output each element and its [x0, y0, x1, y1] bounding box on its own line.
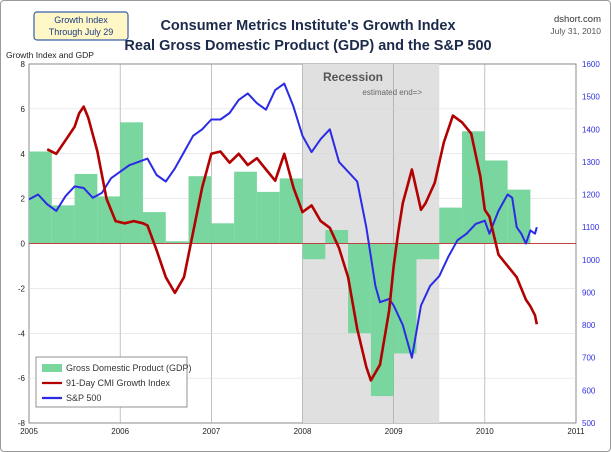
x-tick-label: 2008: [294, 427, 312, 436]
source-date: July 31, 2010: [550, 26, 601, 36]
recession-note: estimated end=>: [362, 88, 422, 97]
cmi-growth-line: [46, 105, 539, 382]
gdp-bar: [393, 243, 417, 354]
gdp-bar: [439, 207, 463, 244]
gdp-bar: [302, 243, 326, 260]
y2-tick-label: 500: [582, 419, 596, 428]
y2-tick-label: 1300: [582, 158, 600, 167]
recession-label: Recession: [323, 70, 383, 84]
badge-line1: Growth Index: [54, 15, 108, 25]
x-tick-label: 2006: [111, 427, 129, 436]
y-tick-label: 8: [21, 60, 26, 69]
gdp-bar: [211, 223, 235, 244]
legend-swatch-gdp: [42, 364, 62, 372]
gdp-bar: [279, 178, 303, 244]
y-tick-label: -6: [18, 374, 26, 383]
badge-box: [33, 11, 129, 41]
x-tick-label: 2007: [202, 427, 220, 436]
y-tick-label: -4: [18, 329, 26, 338]
legend: Gross Domestic Product (GDP) 91-Day CMI …: [35, 356, 192, 408]
x-tick-label: 2009: [385, 427, 403, 436]
gdp-bar: [348, 243, 371, 334]
gdp-bar: [256, 191, 280, 244]
chart-title-line1: Consumer Metrics Institute's Growth Inde…: [160, 18, 455, 34]
legend-label-cmi: 91-Day CMI Growth Index: [66, 378, 171, 388]
y2-tick-label: 1400: [582, 125, 600, 134]
y2-tick-label: 1200: [582, 191, 600, 200]
gdp-bar: [462, 131, 485, 244]
y2-tick-label: 1100: [582, 223, 600, 232]
sp500-line: [28, 82, 538, 359]
gdp-bar: [165, 241, 189, 244]
y-tick-label: 6: [21, 105, 26, 114]
gdp-bar: [142, 212, 166, 244]
gdp-bar: [74, 173, 98, 244]
y2-tick-label: 900: [582, 288, 596, 297]
y-tick-label: 2: [21, 195, 26, 204]
gdp-bar: [234, 171, 257, 244]
x-tick-label: 2005: [20, 427, 38, 436]
y-tick-label: 4: [21, 150, 26, 159]
y-tick-label: 0: [21, 240, 26, 249]
y-tick-label: -2: [18, 284, 26, 293]
x-tick-label: 2011: [567, 427, 585, 436]
y-tick-label: -8: [18, 419, 26, 428]
y2-tick-label: 600: [582, 386, 596, 395]
chart-title-line2: Real Gross Domestic Product (GDP) and th…: [124, 38, 491, 54]
y2-tick-label: 700: [582, 354, 596, 363]
legend-label-gdp: Gross Domestic Product (GDP): [66, 363, 192, 373]
gdp-bar: [370, 243, 394, 397]
y2-tick-label: 1600: [582, 60, 600, 69]
y-axis-label: Growth Index and GDP: [6, 50, 94, 60]
y2-tick-label: 1500: [582, 93, 600, 102]
x-tick-label: 2010: [476, 427, 494, 436]
source-site: dshort.com: [554, 14, 601, 25]
gdp-bar: [416, 243, 440, 260]
legend-label-sp500: S&P 500: [66, 393, 101, 403]
gdp-bar: [97, 196, 121, 244]
gdp-bar: [51, 205, 75, 244]
y2-tick-label: 1000: [582, 256, 600, 265]
badge-line2: Through July 29: [49, 27, 114, 37]
gdp-bar: [120, 122, 143, 244]
y2-tick-label: 800: [582, 321, 596, 330]
